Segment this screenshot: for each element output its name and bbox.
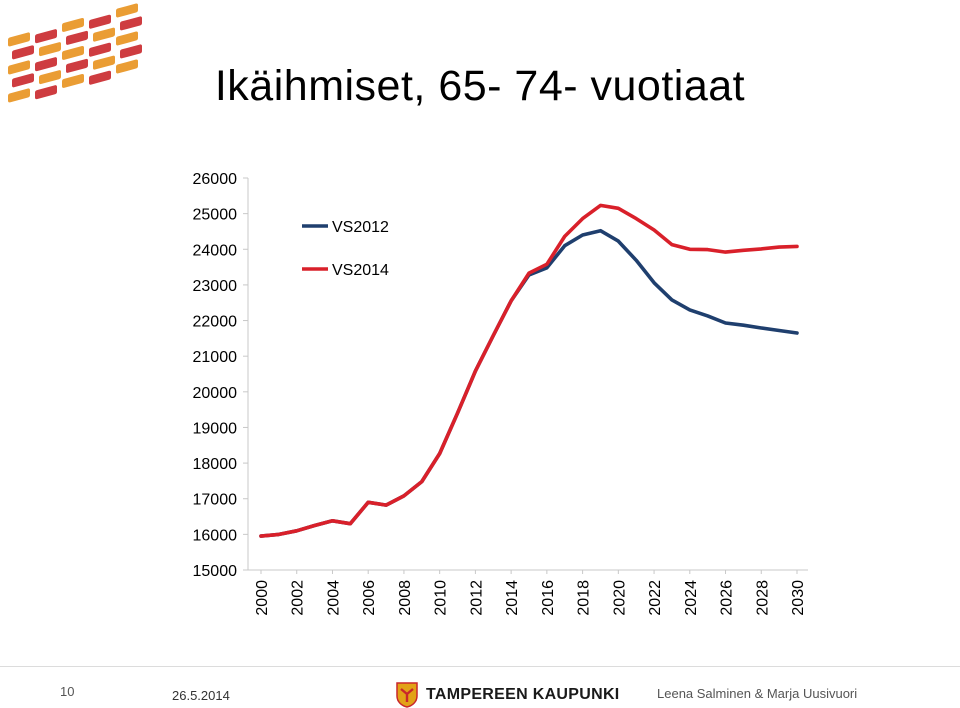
- logo-tile: [8, 88, 30, 103]
- y-axis-ticks: 15000 16000 17000 18000 19000 20000 21000 22000…: [193, 171, 248, 580]
- logo-tile: [62, 73, 84, 88]
- x-tick-label: 2008: [397, 580, 414, 616]
- logo-tile: [116, 59, 138, 74]
- y-tick-label: 16000: [193, 527, 238, 544]
- logo-icon: [8, 3, 142, 103]
- logo-tile: [89, 70, 111, 85]
- x-tick-label: 2000: [254, 580, 271, 616]
- city-crest-icon: [396, 682, 418, 708]
- logo-tile: [120, 16, 142, 31]
- logo-tile: [93, 27, 115, 42]
- footer-divider: [0, 666, 960, 667]
- y-tick-label: 19000: [193, 420, 238, 437]
- logo-tile: [62, 17, 84, 32]
- x-tick-label: 2002: [290, 580, 307, 616]
- footer-brand: TAMPEREEN KAUPUNKI: [396, 682, 620, 708]
- x-axis-ticks: 2000 2002 2004 2006 2008 2010 2012 2014 2016 2018…: [254, 570, 807, 616]
- y-tick-label: 18000: [193, 456, 238, 473]
- chart-legend: VS2012 VS2014: [302, 219, 389, 279]
- y-tick-label: 22000: [193, 314, 238, 331]
- logo-tile: [12, 73, 34, 88]
- page-number: 10: [60, 684, 75, 699]
- logo-tile: [12, 45, 34, 60]
- x-tick-label: 2014: [504, 580, 521, 616]
- x-tick-label: 2030: [790, 580, 807, 616]
- logo-tile: [35, 85, 57, 100]
- legend-label: VS2012: [332, 219, 389, 236]
- footer-brand-text: TAMPEREEN KAUPUNKI: [426, 686, 620, 703]
- x-tick-label: 2010: [433, 580, 450, 616]
- y-tick-label: 26000: [193, 171, 238, 188]
- x-tick-label: 2022: [647, 580, 664, 616]
- logo-tile: [39, 42, 61, 57]
- y-tick-label: 20000: [193, 385, 238, 402]
- logo-tile: [35, 57, 57, 72]
- x-tick-label: 2012: [468, 580, 485, 616]
- logo-tile: [39, 70, 61, 85]
- y-tick-label: 23000: [193, 278, 238, 295]
- x-tick-label: 2028: [754, 580, 771, 616]
- y-tick-label: 25000: [193, 207, 238, 224]
- line-chart: 15000 16000 17000 18000 19000 20000 21000 22000…: [193, 171, 808, 616]
- logo-tile: [66, 30, 88, 45]
- x-tick-label: 2020: [611, 580, 628, 616]
- y-tick-label: 21000: [193, 349, 238, 366]
- y-tick-label: 24000: [193, 242, 238, 259]
- x-tick-label: 2026: [719, 580, 736, 616]
- logo-tile: [62, 45, 84, 60]
- logo-tile: [89, 14, 111, 29]
- x-tick-label: 2016: [540, 580, 557, 616]
- logo-tile: [93, 55, 115, 70]
- x-tick-label: 2018: [576, 580, 593, 616]
- logo-tile: [35, 29, 57, 44]
- logo-tile: [66, 58, 88, 73]
- x-tick-label: 2006: [361, 580, 378, 616]
- footer-date: 26.5.2014: [172, 688, 230, 703]
- footer-authors: Leena Salminen & Marja Uusivuori: [657, 686, 858, 701]
- page-title: Ikäihmiset, 65- 74- vuotiaat: [214, 62, 746, 110]
- series-lines: [259, 203, 799, 538]
- x-tick-label: 2024: [683, 580, 700, 616]
- y-tick-label: 15000: [193, 563, 238, 580]
- y-tick-label: 17000: [193, 492, 238, 509]
- logo-tile: [89, 42, 111, 57]
- logo-tile: [116, 3, 138, 18]
- logo-tile: [8, 60, 30, 75]
- logo-tile: [8, 32, 30, 47]
- x-tick-label: 2004: [325, 580, 342, 616]
- logo-tile: [116, 31, 138, 46]
- legend-label: VS2014: [332, 262, 389, 279]
- series-line-vs2014: [259, 203, 799, 538]
- logo-tile: [120, 44, 142, 59]
